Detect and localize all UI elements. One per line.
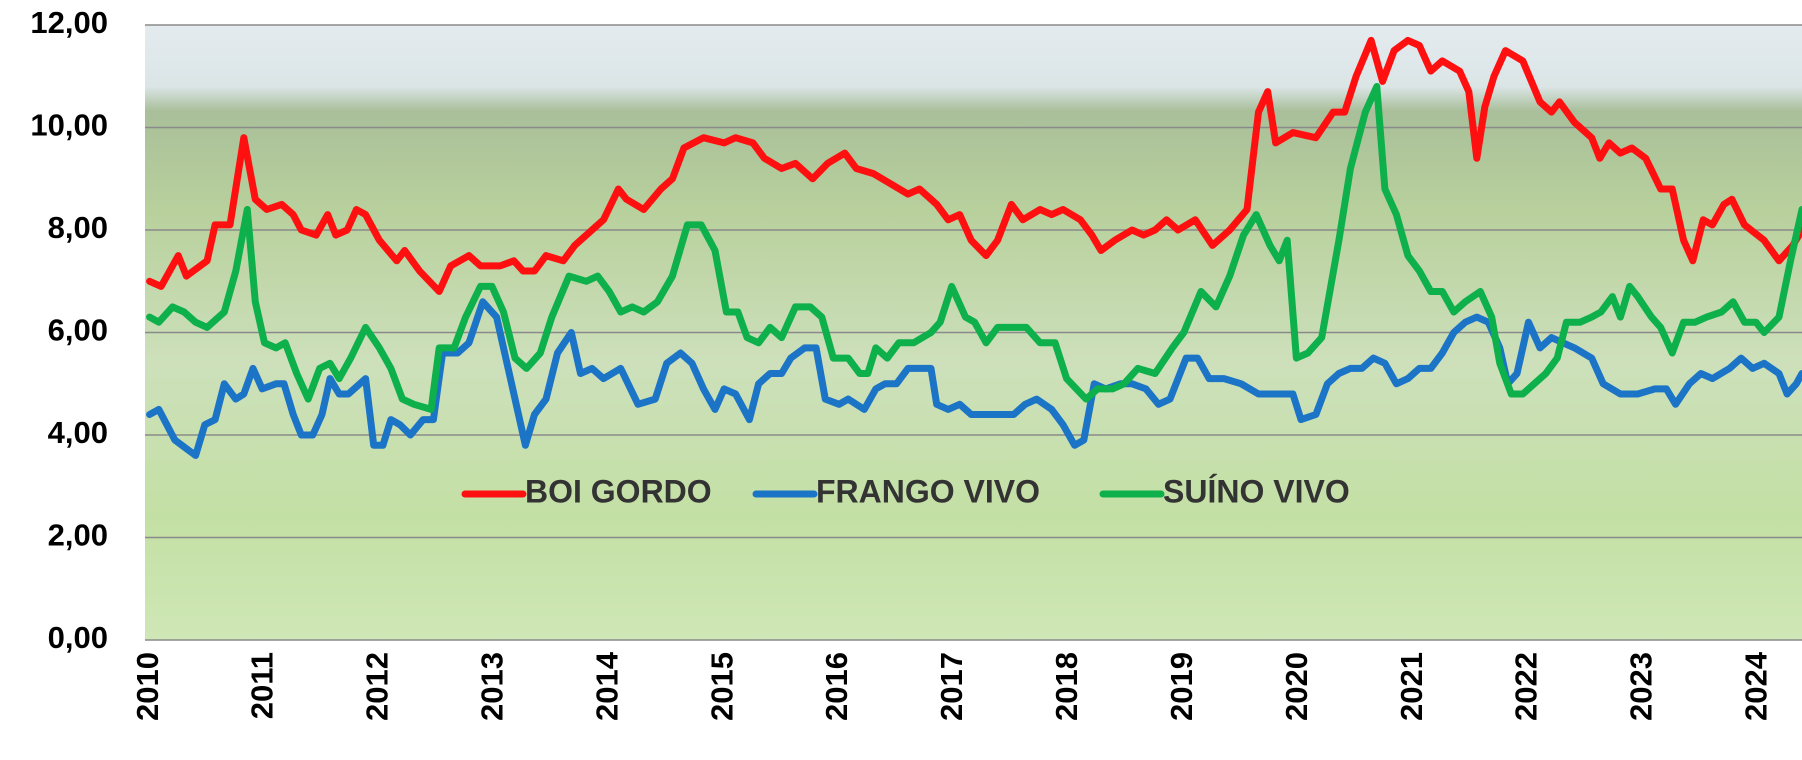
- y-tick-label: 12,00: [30, 5, 108, 40]
- y-tick-label: 6,00: [48, 313, 108, 348]
- legend-label: BOI GORDO: [525, 473, 712, 509]
- x-tick-label: 2014: [589, 651, 624, 721]
- series-line: [146, 298, 1802, 459]
- x-tick-label: 2020: [1279, 652, 1314, 721]
- y-tick-label: 2,00: [48, 518, 108, 553]
- legend-label: FRANGO VIVO: [816, 473, 1040, 509]
- y-tick-label: 8,00: [48, 210, 108, 245]
- y-tick-label: 0,00: [48, 620, 108, 655]
- x-tick-label: 2016: [819, 652, 854, 721]
- x-tick-label: 2023: [1624, 652, 1659, 721]
- x-tick-label: 2012: [360, 652, 395, 721]
- x-tick-label: 2024: [1739, 651, 1774, 721]
- x-tick-label: 2022: [1509, 652, 1544, 721]
- series-line: [146, 36, 1802, 295]
- legend-label: SUÍNO VIVO: [1163, 473, 1350, 509]
- x-tick-label: 2015: [704, 652, 739, 721]
- series-line: [146, 83, 1802, 413]
- x-tick-label: 2018: [1049, 652, 1084, 721]
- y-tick-label: 10,00: [30, 108, 108, 143]
- x-tick-label: 2013: [475, 652, 510, 721]
- x-tick-label: 2017: [934, 652, 969, 721]
- x-tick-label: 2010: [130, 652, 165, 721]
- x-tick-label: 2021: [1394, 652, 1429, 721]
- x-tick-label: 2019: [1164, 652, 1199, 721]
- y-tick-label: 4,00: [48, 415, 108, 450]
- x-tick-label: 2011: [245, 652, 280, 719]
